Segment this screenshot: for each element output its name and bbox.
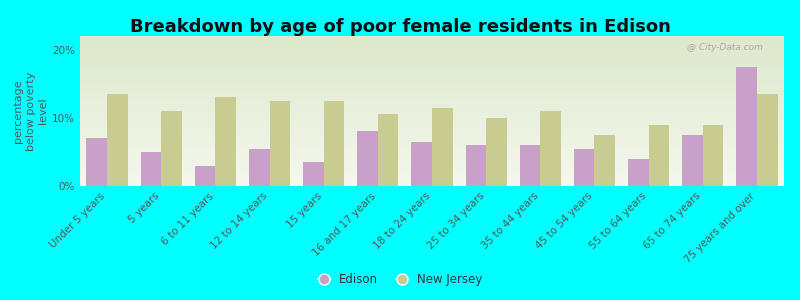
Bar <box>270 101 290 186</box>
Bar <box>358 131 378 186</box>
Text: Breakdown by age of poor female residents in Edison: Breakdown by age of poor female resident… <box>130 18 670 36</box>
Legend: Edison, New Jersey: Edison, New Jersey <box>313 269 487 291</box>
Bar <box>466 145 486 186</box>
Bar <box>411 142 432 186</box>
Bar <box>141 152 162 186</box>
Bar <box>736 67 757 186</box>
Bar <box>303 162 324 186</box>
Bar <box>594 135 615 186</box>
Bar <box>682 135 702 186</box>
Bar <box>195 166 215 186</box>
Bar <box>162 111 182 186</box>
Y-axis label: percentage
below poverty
level: percentage below poverty level <box>13 71 48 151</box>
Bar <box>757 94 778 186</box>
Bar <box>649 124 669 186</box>
Bar <box>86 138 107 186</box>
Bar <box>107 94 128 186</box>
Bar <box>520 145 540 186</box>
Bar <box>378 114 398 186</box>
Bar <box>249 148 270 186</box>
Bar <box>702 124 723 186</box>
Bar <box>215 98 236 186</box>
Bar <box>324 101 344 186</box>
Bar <box>486 118 506 186</box>
Bar <box>540 111 561 186</box>
Bar <box>628 159 649 186</box>
Text: @ City-Data.com: @ City-Data.com <box>687 44 763 52</box>
Bar <box>574 148 594 186</box>
Bar <box>432 108 453 186</box>
